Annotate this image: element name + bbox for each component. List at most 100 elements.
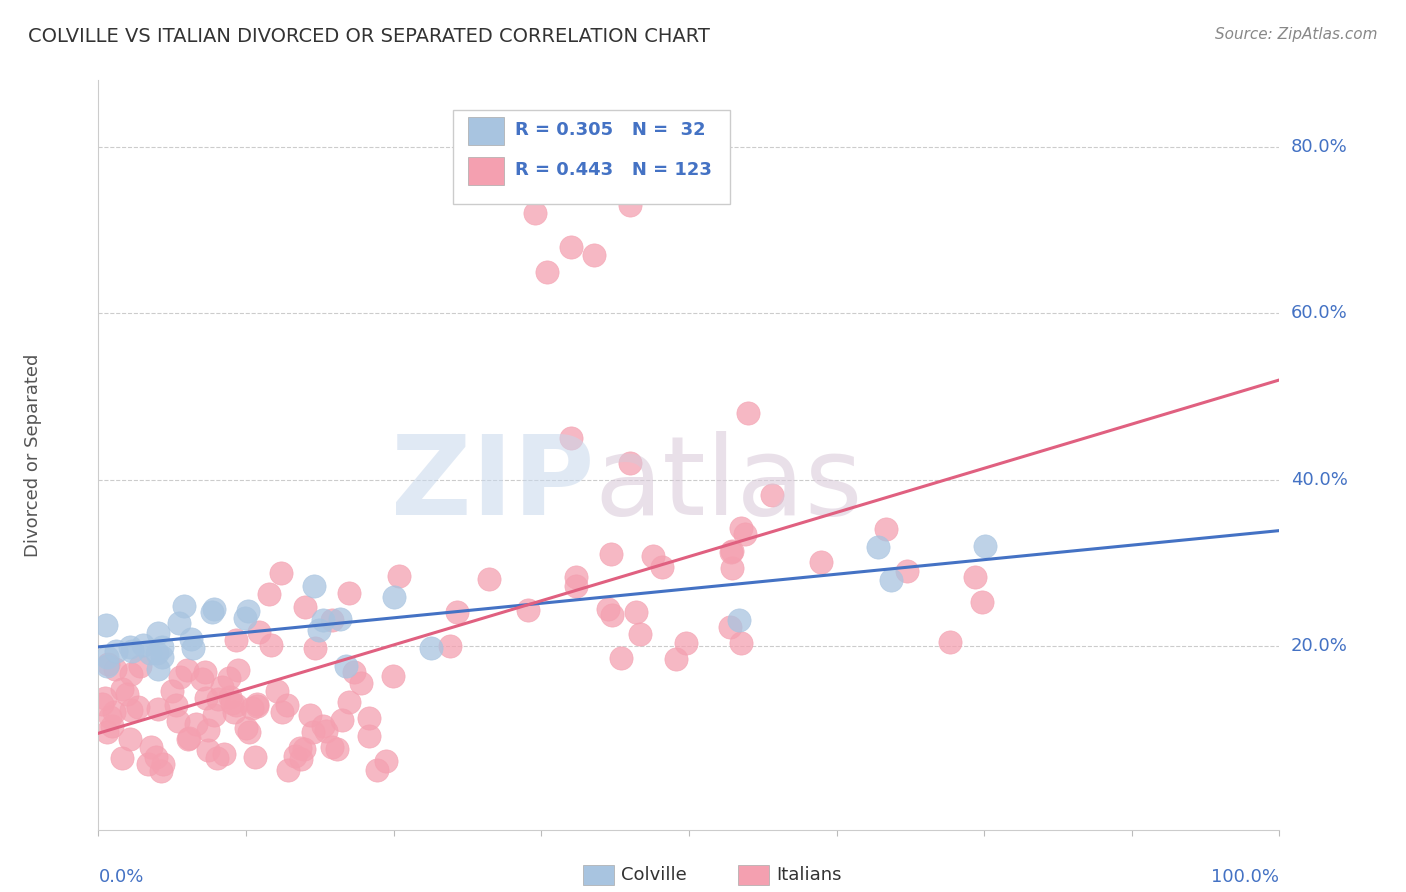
Point — [120, 640, 142, 655]
Point — [218, 671, 240, 685]
Text: R = 0.443   N = 123: R = 0.443 N = 123 — [516, 161, 713, 179]
Point — [366, 763, 388, 777]
Point — [103, 705, 125, 719]
Point — [600, 608, 623, 623]
Point — [315, 724, 337, 739]
Text: R = 0.305   N =  32: R = 0.305 N = 32 — [516, 121, 706, 139]
Point — [610, 650, 633, 665]
Point — [121, 643, 143, 657]
Text: Source: ZipAtlas.com: Source: ZipAtlas.com — [1215, 27, 1378, 42]
Point — [896, 564, 918, 578]
Point — [388, 569, 411, 583]
Point — [96, 650, 118, 665]
Point — [169, 669, 191, 683]
Point — [212, 747, 235, 761]
Point — [132, 638, 155, 652]
FancyBboxPatch shape — [453, 111, 730, 204]
Point — [536, 265, 558, 279]
Point — [761, 488, 783, 502]
Point — [266, 683, 288, 698]
Point — [146, 662, 169, 676]
Point — [202, 708, 225, 723]
Point — [965, 569, 987, 583]
Point — [875, 522, 897, 536]
Point — [222, 705, 245, 719]
Point — [308, 623, 330, 637]
Point — [619, 456, 641, 470]
Point — [600, 547, 623, 561]
Point — [139, 646, 162, 660]
Point — [146, 647, 169, 661]
Point — [101, 719, 124, 733]
Point — [868, 541, 890, 555]
Point — [290, 741, 312, 756]
Point — [127, 700, 149, 714]
Text: Colville: Colville — [621, 866, 688, 884]
Point — [120, 666, 142, 681]
Point — [191, 673, 214, 687]
Point — [195, 690, 218, 705]
Point — [117, 687, 139, 701]
Point — [970, 595, 993, 609]
Point — [197, 723, 219, 738]
Text: COLVILLE VS ITALIAN DIVORCED OR SEPARATED CORRELATION CHART: COLVILLE VS ITALIAN DIVORCED OR SEPARATE… — [28, 27, 710, 45]
Point — [150, 640, 173, 655]
Point — [439, 639, 461, 653]
Bar — [468, 117, 503, 145]
Point — [197, 742, 219, 756]
Point — [211, 681, 233, 695]
Point — [596, 602, 619, 616]
Point — [284, 749, 307, 764]
Point — [165, 698, 187, 713]
Point — [259, 638, 281, 652]
Point — [651, 559, 673, 574]
Point — [304, 579, 326, 593]
Point — [727, 613, 749, 627]
Point — [565, 579, 588, 593]
Point — [96, 658, 118, 673]
Point — [517, 603, 540, 617]
Point — [160, 683, 183, 698]
Point — [219, 690, 242, 705]
Point — [524, 206, 547, 220]
Point — [294, 599, 316, 614]
Point — [290, 752, 312, 766]
Point — [312, 614, 335, 628]
Point — [240, 701, 263, 715]
Point — [270, 566, 292, 581]
Point — [110, 751, 132, 765]
Point — [321, 739, 343, 754]
Point — [173, 599, 195, 614]
Point — [259, 587, 281, 601]
Point — [560, 431, 582, 445]
Text: 60.0%: 60.0% — [1291, 304, 1347, 322]
Point — [337, 586, 360, 600]
Point — [734, 526, 756, 541]
Point — [375, 754, 398, 768]
Point — [118, 731, 141, 746]
Point — [167, 616, 190, 631]
Point — [247, 625, 270, 640]
Point — [183, 641, 205, 656]
Point — [129, 659, 152, 673]
Point — [235, 721, 257, 735]
Point — [96, 618, 118, 632]
Point — [583, 248, 606, 262]
Point — [343, 665, 366, 679]
Point — [624, 605, 647, 619]
Text: 80.0%: 80.0% — [1291, 138, 1347, 156]
Point — [150, 649, 173, 664]
Point — [302, 724, 325, 739]
Point — [238, 725, 260, 739]
Point — [330, 713, 353, 727]
Point — [207, 692, 229, 706]
Point — [329, 611, 352, 625]
Point — [136, 756, 159, 771]
Text: Italians: Italians — [776, 866, 842, 884]
Text: atlas: atlas — [595, 432, 863, 539]
Point — [478, 573, 501, 587]
Point — [304, 640, 326, 655]
Point — [665, 652, 688, 666]
Point — [177, 731, 200, 746]
Text: 40.0%: 40.0% — [1291, 471, 1347, 489]
